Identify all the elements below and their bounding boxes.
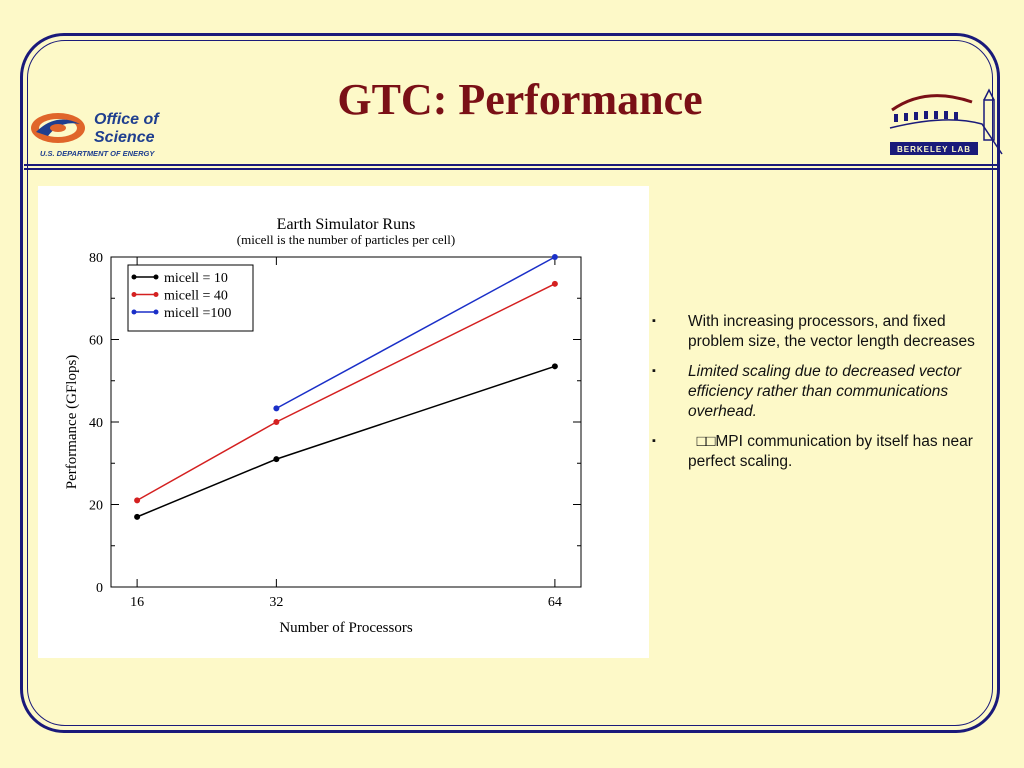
y-tick-label: 60: [89, 334, 103, 349]
legend-label-1: micell = 10: [164, 271, 228, 286]
lab-tower-icon: [983, 88, 995, 141]
legend-marker: [153, 309, 159, 315]
y-tick-label: 20: [89, 499, 103, 514]
legend-label-3: micell =100: [164, 306, 231, 321]
bullet-item-3: ▪ □□MPI communication by itself has near…: [652, 432, 1004, 472]
legend-marker: [153, 274, 159, 280]
berkeley-lab-logo: BERKELEY LAB: [889, 88, 1003, 155]
series-2-point: [551, 280, 558, 287]
y-tick-label: 80: [89, 251, 103, 266]
legend-marker: [131, 274, 137, 280]
legend-box: [127, 264, 254, 332]
x-axis-label: Number of Processors: [279, 620, 412, 636]
x-tick-label: 32: [269, 595, 283, 610]
bullet-item-2: ▪ Limited scaling due to decreased vecto…: [652, 362, 1004, 422]
y-tick-label: 40: [89, 416, 103, 431]
series-line-1: [136, 365, 556, 518]
series-2-point: [273, 419, 280, 425]
logo-subtitle: U.S. DEPARTMENT OF ENERGY: [40, 149, 155, 158]
bullet-marker: ▪: [652, 365, 656, 377]
bullet-text: Limited scaling due to decreased vector …: [688, 363, 962, 420]
slide-outer-frame: [20, 33, 1000, 733]
performance-chart: Earth Simulator Runs (micell is the numb…: [64, 216, 582, 636]
lab-hill-icon: [889, 119, 1003, 155]
x-tick-label: 64: [548, 595, 562, 610]
bullet-list: ▪ With increasing processors, and fixed …: [652, 312, 1004, 482]
bullet-marker: ▪: [652, 315, 656, 327]
header-divider-top: [24, 164, 1000, 166]
lab-arc-icon: [891, 94, 973, 112]
series-1-point: [551, 363, 558, 370]
legend-marker: [131, 309, 137, 315]
lab-label-box: [890, 142, 978, 155]
slide-inner-frame: [27, 40, 993, 726]
bullet-text: With increasing processors, and fixed pr…: [688, 313, 975, 350]
chart-legend: micell = 10 micell = 40 micell =100: [127, 264, 254, 332]
x-tick-label: 16: [130, 595, 144, 610]
series-2-point: [134, 497, 141, 504]
logo-line2: Science: [94, 129, 155, 146]
bullet-text: □□MPI communication by itself has near p…: [688, 433, 978, 470]
series-1-point: [273, 456, 280, 463]
slide-title: GTC: Performance: [337, 75, 703, 124]
legend-marker: [131, 292, 137, 297]
lab-label: BERKELEY LAB: [897, 145, 971, 154]
legend-marker: [153, 292, 159, 297]
series-3-point: [551, 254, 558, 260]
chart-panel: Earth Simulator Runs (micell is the numb…: [38, 186, 649, 658]
doe-swirl-icon: [31, 113, 85, 143]
bullet-item-1: ▪ With increasing processors, and fixed …: [652, 312, 1004, 352]
y-axis-label: Performance (GFlops): [64, 355, 80, 490]
series-3-point: [273, 405, 280, 412]
lab-columns-icon: [894, 111, 958, 122]
legend-label-2: micell = 40: [164, 289, 228, 304]
bullet-marker: ▪: [652, 435, 656, 447]
series-line-3: [276, 256, 556, 410]
logo-line1: Office of: [94, 111, 160, 128]
chart-title: Earth Simulator Runs: [277, 216, 416, 233]
chart-subtitle: (micell is the number of particles per c…: [237, 232, 455, 247]
series-1-point: [134, 513, 141, 520]
y-tick-label: 0: [96, 581, 103, 596]
doe-office-of-science-logo: Office of Science U.S. DEPARTMENT OF ENE…: [31, 111, 160, 158]
header-divider-bottom: [24, 168, 1000, 170]
